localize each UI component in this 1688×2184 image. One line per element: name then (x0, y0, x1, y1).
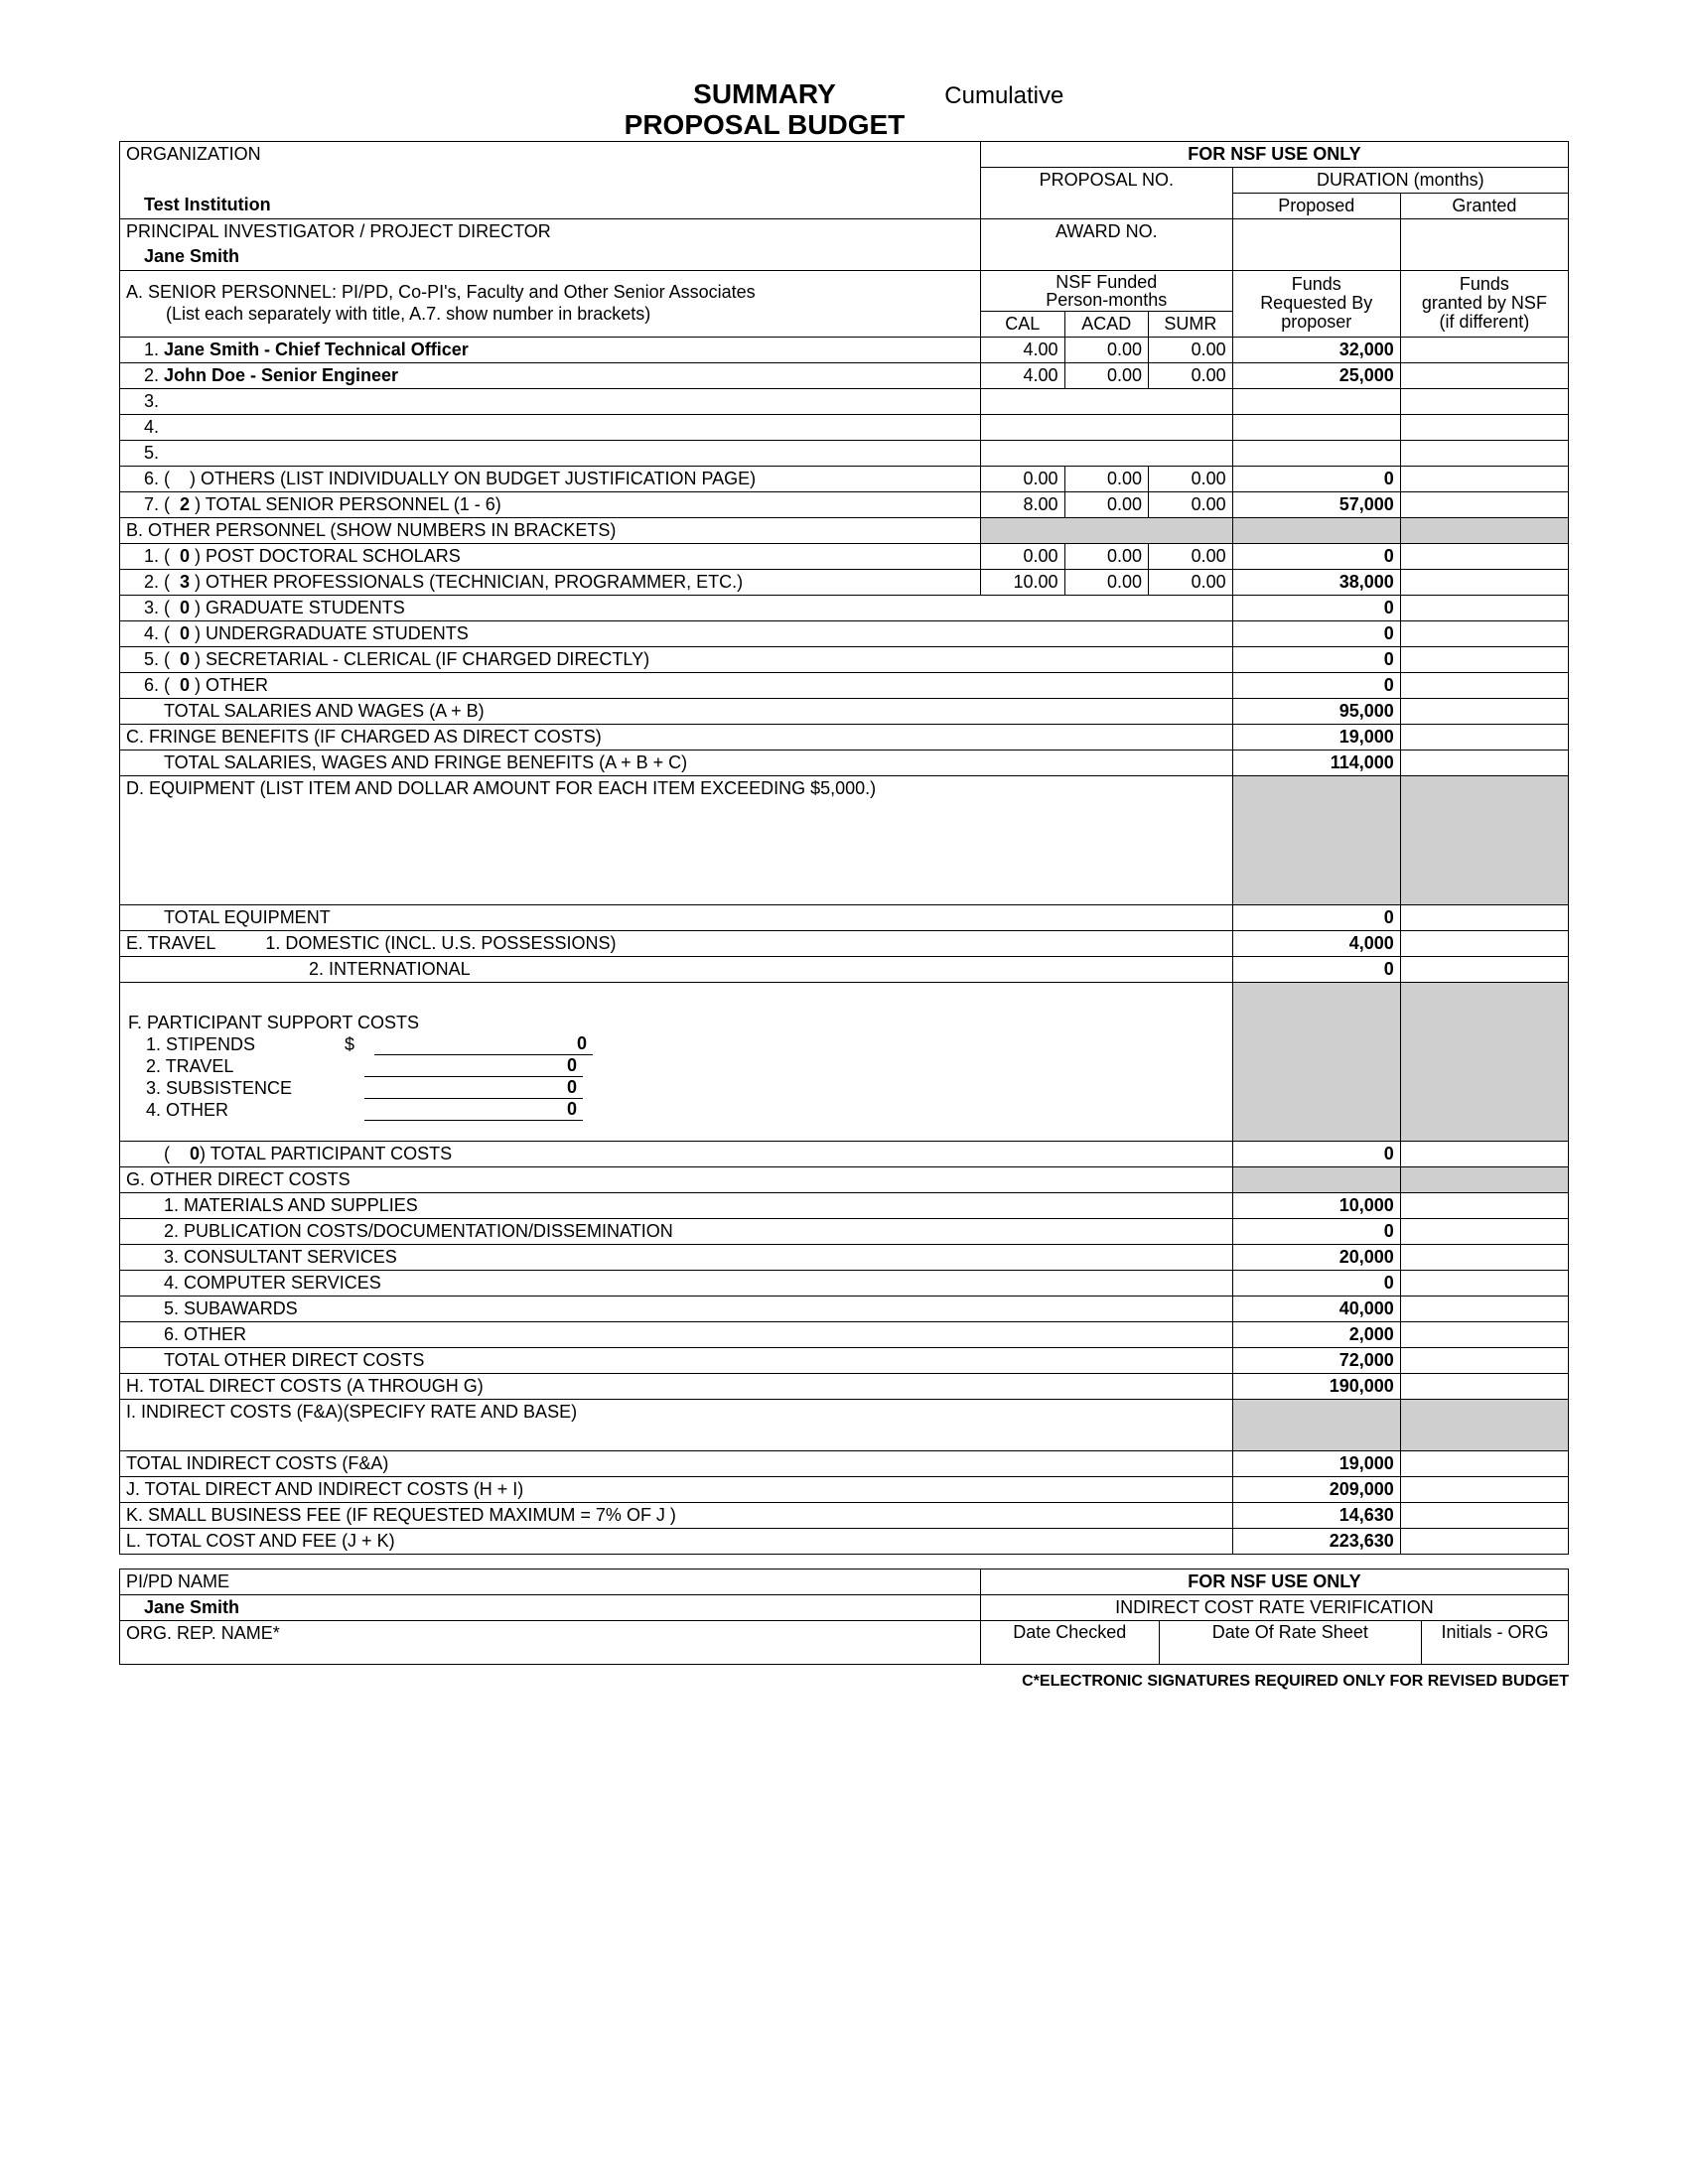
funds-granted-header: Fundsgranted by NSF(if different) (1400, 270, 1568, 337)
granted-value (1400, 218, 1568, 270)
total-salaries-wages: TOTAL SALARIES AND WAGES (A + B) 95,000 (120, 698, 1569, 724)
date-rate-label: Date Of Rate Sheet (1159, 1620, 1421, 1664)
section-g-row: 5. SUBAWARDS40,000 (120, 1296, 1569, 1321)
participant-cost-line: 2. TRAVEL0 (120, 1055, 1232, 1077)
nsf-use-only: FOR NSF USE ONLY (980, 141, 1568, 167)
section-b-row: 4. ( 0 ) UNDERGRADUATE STUDENTS0 (120, 620, 1569, 646)
section-j: J. TOTAL DIRECT AND INDIRECT COSTS (H + … (120, 1476, 1569, 1502)
date-checked-label: Date Checked (980, 1620, 1159, 1664)
indirect-verification: INDIRECT COST RATE VERIFICATION (980, 1594, 1568, 1620)
cumulative-label: Cumulative (944, 82, 1063, 110)
section-a-total: 7. ( 2 ) TOTAL SENIOR PERSONNEL (1 - 6) … (120, 491, 1569, 517)
footer-table: PI/PD NAME FOR NSF USE ONLY Jane Smith I… (119, 1569, 1569, 1665)
section-e-domestic: E. TRAVEL 1. DOMESTIC (INCL. U.S. POSSES… (120, 930, 1569, 956)
section-g-row: 6. OTHER2,000 (120, 1321, 1569, 1347)
proposal-no-label: PROPOSAL NO. (980, 167, 1232, 218)
section-a-header: A. SENIOR PERSONNEL: PI/PD, Co-PI's, Fac… (120, 270, 981, 337)
initials-label: Initials - ORG (1421, 1620, 1568, 1664)
col-acad: ACAD (1064, 311, 1149, 337)
section-d-total: TOTAL EQUIPMENT0 (120, 904, 1569, 930)
section-g-row: 1. MATERIALS AND SUPPLIES10,000 (120, 1192, 1569, 1218)
participant-cost-line: 4. OTHER0 (120, 1099, 1232, 1121)
section-b-row: 3. ( 0 ) GRADUATE STUDENTS0 (120, 595, 1569, 620)
section-h: H. TOTAL DIRECT COSTS (A THROUGH G) 190,… (120, 1373, 1569, 1399)
section-a-row: 1. Jane Smith - Chief Technical Officer4… (120, 337, 1569, 362)
pi-label: PRINCIPAL INVESTIGATOR / PROJECT DIRECTO… (120, 218, 981, 244)
section-g-row: 2. PUBLICATION COSTS/DOCUMENTATION/DISSE… (120, 1218, 1569, 1244)
section-a-row: 5. (120, 440, 1569, 466)
footnote: C*ELECTRONIC SIGNATURES REQUIRED ONLY FO… (119, 1673, 1569, 1691)
form-title: SUMMARY PROPOSAL BUDGET Cumulative (119, 79, 1569, 141)
footer-pi-name: Jane Smith (120, 1594, 981, 1620)
section-a-row: 4. (120, 414, 1569, 440)
col-sumr: SUMR (1149, 311, 1233, 337)
section-b-row: 6. ( 0 ) OTHER0 (120, 672, 1569, 698)
col-cal: CAL (980, 311, 1064, 337)
section-e-intl: 2. INTERNATIONAL 0 (120, 956, 1569, 982)
section-a-row: 3. (120, 388, 1569, 414)
pi-pd-name-label: PI/PD NAME (120, 1569, 981, 1594)
section-i-total: TOTAL INDIRECT COSTS (F&A)19,000 (120, 1450, 1569, 1476)
nsf-funded-label: NSF FundedPerson-months (980, 270, 1232, 311)
pi-value: Jane Smith (120, 244, 981, 270)
section-b-header: B. OTHER PERSONNEL (SHOW NUMBERS IN BRAC… (120, 517, 1569, 543)
budget-table: ORGANIZATION FOR NSF USE ONLY PROPOSAL N… (119, 141, 1569, 1555)
org-rep-label: ORG. REP. NAME* (120, 1620, 981, 1664)
section-b-row: 5. ( 0 ) SECRETARIAL - CLERICAL (IF CHAR… (120, 646, 1569, 672)
organization-value: Test Institution (120, 193, 981, 218)
section-a-others: 6. ( ) OTHERS (LIST INDIVIDUALLY ON BUDG… (120, 466, 1569, 491)
funds-req-header: FundsRequested Byproposer (1232, 270, 1400, 337)
section-g-row: 3. CONSULTANT SERVICES20,000 (120, 1244, 1569, 1270)
section-c: C. FRINGE BENEFITS (IF CHARGED AS DIRECT… (120, 724, 1569, 750)
section-g-total: TOTAL OTHER DIRECT COSTS 72,000 (120, 1347, 1569, 1373)
section-g-row: 4. COMPUTER SERVICES0 (120, 1270, 1569, 1296)
title-line2: PROPOSAL BUDGET (625, 110, 906, 141)
section-k: K. SMALL BUSINESS FEE (IF REQUESTED MAXI… (120, 1502, 1569, 1528)
proposed-label: Proposed (1232, 193, 1400, 218)
section-f-total: ( 0) TOTAL PARTICIPANT COSTS 0 (120, 1141, 1569, 1166)
participant-cost-line: 3. SUBSISTENCE0 (120, 1077, 1232, 1099)
section-i: I. INDIRECT COSTS (F&A)(SPECIFY RATE AND… (120, 1399, 1569, 1450)
section-f: F. PARTICIPANT SUPPORT COSTS 1. STIPENDS… (120, 982, 1569, 1141)
section-b-row: 1. ( 0 ) POST DOCTORAL SCHOLARS0.000.000… (120, 543, 1569, 569)
section-d: D. EQUIPMENT (LIST ITEM AND DOLLAR AMOUN… (120, 775, 1569, 904)
section-l: L. TOTAL COST AND FEE (J + K)223,630 (120, 1528, 1569, 1554)
section-c-total: TOTAL SALARIES, WAGES AND FRINGE BENEFIT… (120, 750, 1569, 775)
footer-nsf-only: FOR NSF USE ONLY (980, 1569, 1568, 1594)
section-a-row: 2. John Doe - Senior Engineer4.000.000.0… (120, 362, 1569, 388)
award-no-label: AWARD NO. (980, 218, 1232, 270)
section-g-header: G. OTHER DIRECT COSTS (120, 1166, 1569, 1192)
organization-label: ORGANIZATION (120, 141, 981, 193)
section-b-row: 2. ( 3 ) OTHER PROFESSIONALS (TECHNICIAN… (120, 569, 1569, 595)
proposed-value (1232, 218, 1400, 270)
duration-label: DURATION (months) (1232, 167, 1568, 193)
granted-label: Granted (1400, 193, 1568, 218)
title-line1: SUMMARY (625, 79, 906, 110)
participant-cost-line: 1. STIPENDS$0 (120, 1033, 1232, 1055)
